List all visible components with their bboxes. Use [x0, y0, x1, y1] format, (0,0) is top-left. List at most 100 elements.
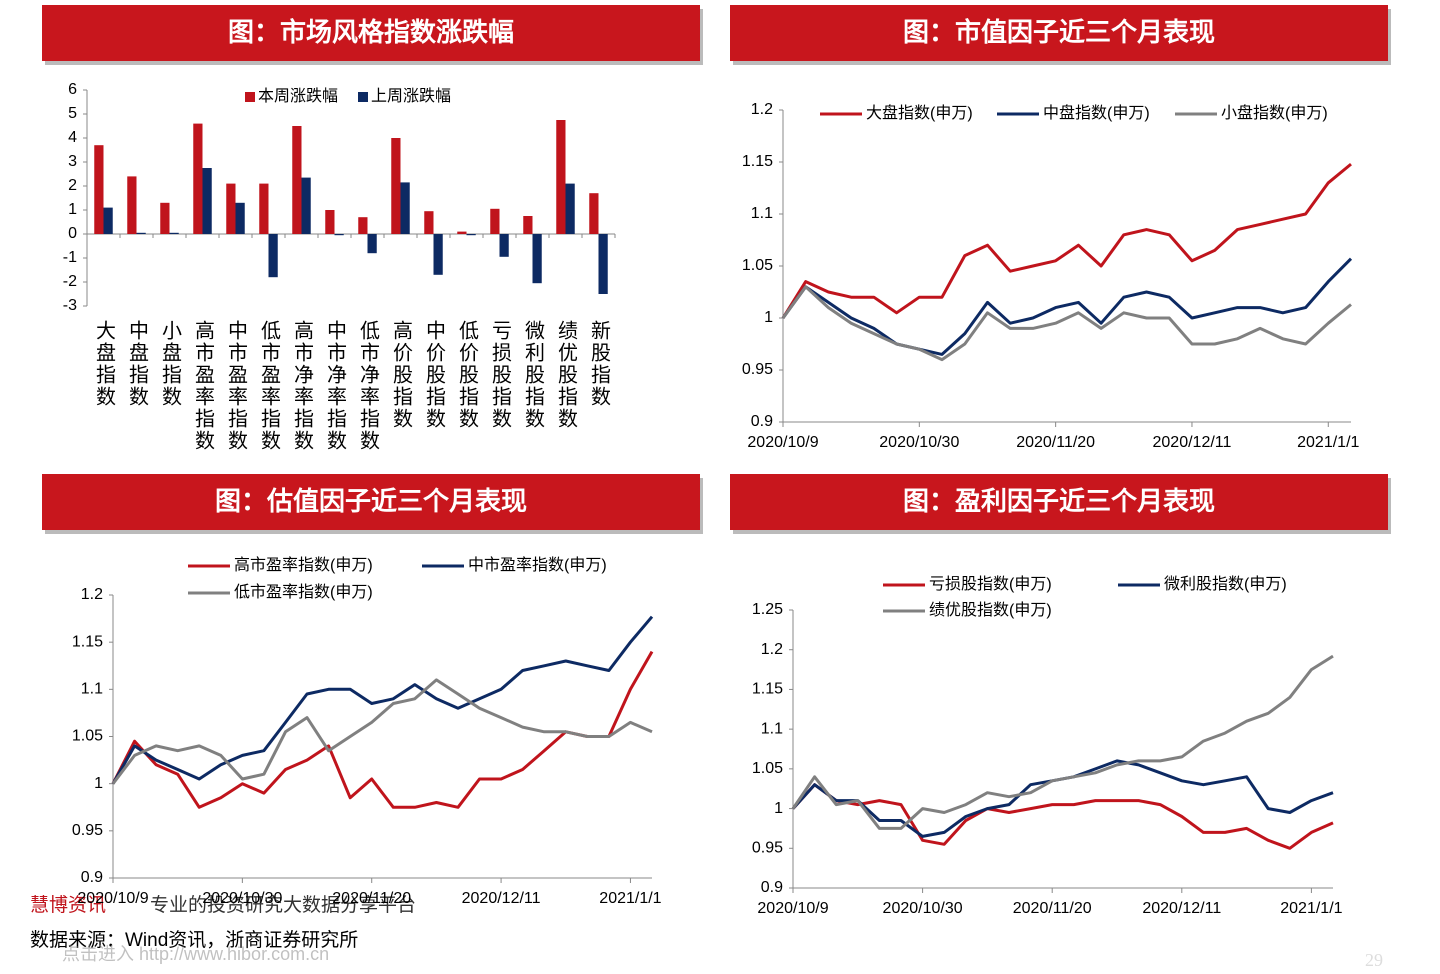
legend-label: 上周涨跌幅 — [371, 87, 451, 105]
legend-label: 中盘指数(申万) — [1043, 103, 1150, 122]
x-tick-label: 2020/11/20 — [332, 890, 411, 907]
y-tick-label: 1.2 — [761, 641, 783, 658]
y-tick-label: 6 — [68, 81, 77, 98]
x-tick-label: 2020/12/11 — [1142, 900, 1221, 917]
y-tick-label: 5 — [68, 105, 77, 122]
x-tick-label: 亏损股指数 — [489, 320, 512, 430]
bar — [202, 168, 212, 234]
banner — [42, 5, 700, 61]
bar — [532, 234, 542, 284]
x-tick-label: 2020/12/11 — [1153, 434, 1232, 451]
x-tick-label: 中价股指数 — [423, 320, 446, 430]
y-tick-label: 1.1 — [751, 205, 773, 222]
line-series — [791, 654, 1334, 830]
y-tick-label: 2 — [68, 177, 77, 194]
footer-slogan: 专业的投资研究大数据分享平台 — [150, 894, 416, 916]
bar — [457, 231, 467, 234]
x-tick-label: 中市盈率指数 — [225, 320, 248, 452]
bar — [424, 211, 434, 234]
bar — [268, 234, 278, 278]
y-tick-label: 1 — [94, 775, 103, 792]
y-tick-label: 0.95 — [742, 361, 773, 378]
x-tick-label: 高市净率指数 — [291, 320, 314, 452]
chart-title: 图：市场风格指数涨跌幅 — [228, 17, 514, 47]
chart-title: 图：估值因子近三个月表现 — [215, 486, 527, 516]
line-series — [111, 678, 653, 785]
y-tick-label: 1.25 — [752, 601, 783, 618]
x-tick-label: 中盘指数 — [126, 320, 149, 408]
y-tick-label: 1.05 — [742, 257, 773, 274]
legend-label: 中市盈率指数(申万) — [468, 556, 607, 574]
bar — [589, 193, 599, 234]
y-tick-label: 1 — [774, 800, 783, 817]
legend-label: 低市盈率指数(申万) — [234, 583, 373, 601]
y-tick-label: 1.15 — [752, 681, 783, 698]
legend-label: 微利股指数(申万) — [1164, 575, 1287, 593]
bar — [301, 177, 311, 234]
x-tick-label: 中市净率指数 — [324, 320, 347, 452]
bar — [136, 232, 146, 234]
x-tick-label: 低价股指数 — [456, 320, 479, 430]
bar — [169, 232, 179, 234]
footer-source: 数据来源：Wind资讯，浙商证券研究所 — [30, 929, 358, 951]
y-tick-label: -2 — [63, 273, 77, 290]
x-tick-label: 大盘指数 — [93, 320, 116, 408]
y-tick-label: 1.15 — [72, 633, 103, 650]
bar — [127, 176, 137, 234]
y-tick-label: 1.2 — [81, 586, 103, 603]
chart-title: 图：盈利因子近三个月表现 — [903, 486, 1215, 516]
line-series — [781, 257, 1353, 356]
bar — [556, 120, 566, 234]
x-tick-label: 2020/11/20 — [1013, 900, 1092, 917]
y-tick-label: 1.1 — [761, 720, 783, 737]
legend-swatch — [245, 92, 255, 102]
y-tick-label: 1.15 — [742, 153, 773, 170]
bar — [94, 145, 104, 234]
x-tick-label: 小盘指数 — [159, 320, 182, 408]
legend-label: 绩优股指数(申万) — [929, 601, 1052, 619]
x-tick-label: 2020/12/11 — [462, 890, 541, 907]
bar — [598, 234, 608, 294]
bar — [400, 182, 410, 234]
y-tick-label: 1 — [764, 309, 773, 326]
y-tick-label: 1 — [68, 201, 77, 218]
footer-watermark: 点击进入 http://www.hibor.com.cn — [62, 944, 329, 964]
y-tick-label: 4 — [68, 129, 77, 146]
chart-title: 图：市值因子近三个月表现 — [903, 17, 1215, 47]
y-tick-label: 1.1 — [81, 681, 103, 698]
legend-label: 小盘指数(申万) — [1221, 103, 1328, 122]
bar — [523, 216, 533, 234]
bar — [103, 207, 113, 234]
line-series — [111, 650, 654, 809]
bar — [235, 202, 245, 234]
x-tick-label: 低市盈率指数 — [258, 320, 281, 452]
y-tick-label: -1 — [63, 249, 77, 266]
line-series — [781, 285, 1352, 362]
bar — [367, 234, 377, 254]
banner — [42, 474, 700, 530]
x-tick-label: 高价股指数 — [390, 320, 413, 430]
legend-label: 大盘指数(申万) — [866, 103, 973, 122]
line-series — [781, 162, 1352, 319]
bar — [226, 183, 236, 234]
bar — [490, 208, 500, 234]
x-tick-label: 2020/10/9 — [77, 890, 148, 907]
page-number: 29 — [1365, 950, 1383, 970]
bar — [292, 126, 302, 234]
bar — [325, 210, 335, 234]
y-tick-label: 0.95 — [752, 840, 783, 857]
x-tick-label: 2020/10/9 — [757, 900, 828, 917]
x-tick-label: 绩优股指数 — [555, 320, 578, 430]
x-tick-label: 低市净率指数 — [357, 320, 380, 452]
footer-brand: 慧博资讯 — [30, 894, 106, 916]
legend-label: 高市盈率指数(申万) — [234, 556, 373, 574]
line-series — [111, 615, 654, 785]
x-tick-label: 2021/1/1 — [1297, 434, 1359, 451]
bar — [499, 234, 509, 257]
x-tick-label: 微利股指数 — [522, 320, 545, 430]
x-tick-label: 新股指数 — [588, 320, 611, 408]
x-tick-label: 2021/1/1 — [1280, 900, 1342, 917]
bar — [565, 183, 575, 234]
